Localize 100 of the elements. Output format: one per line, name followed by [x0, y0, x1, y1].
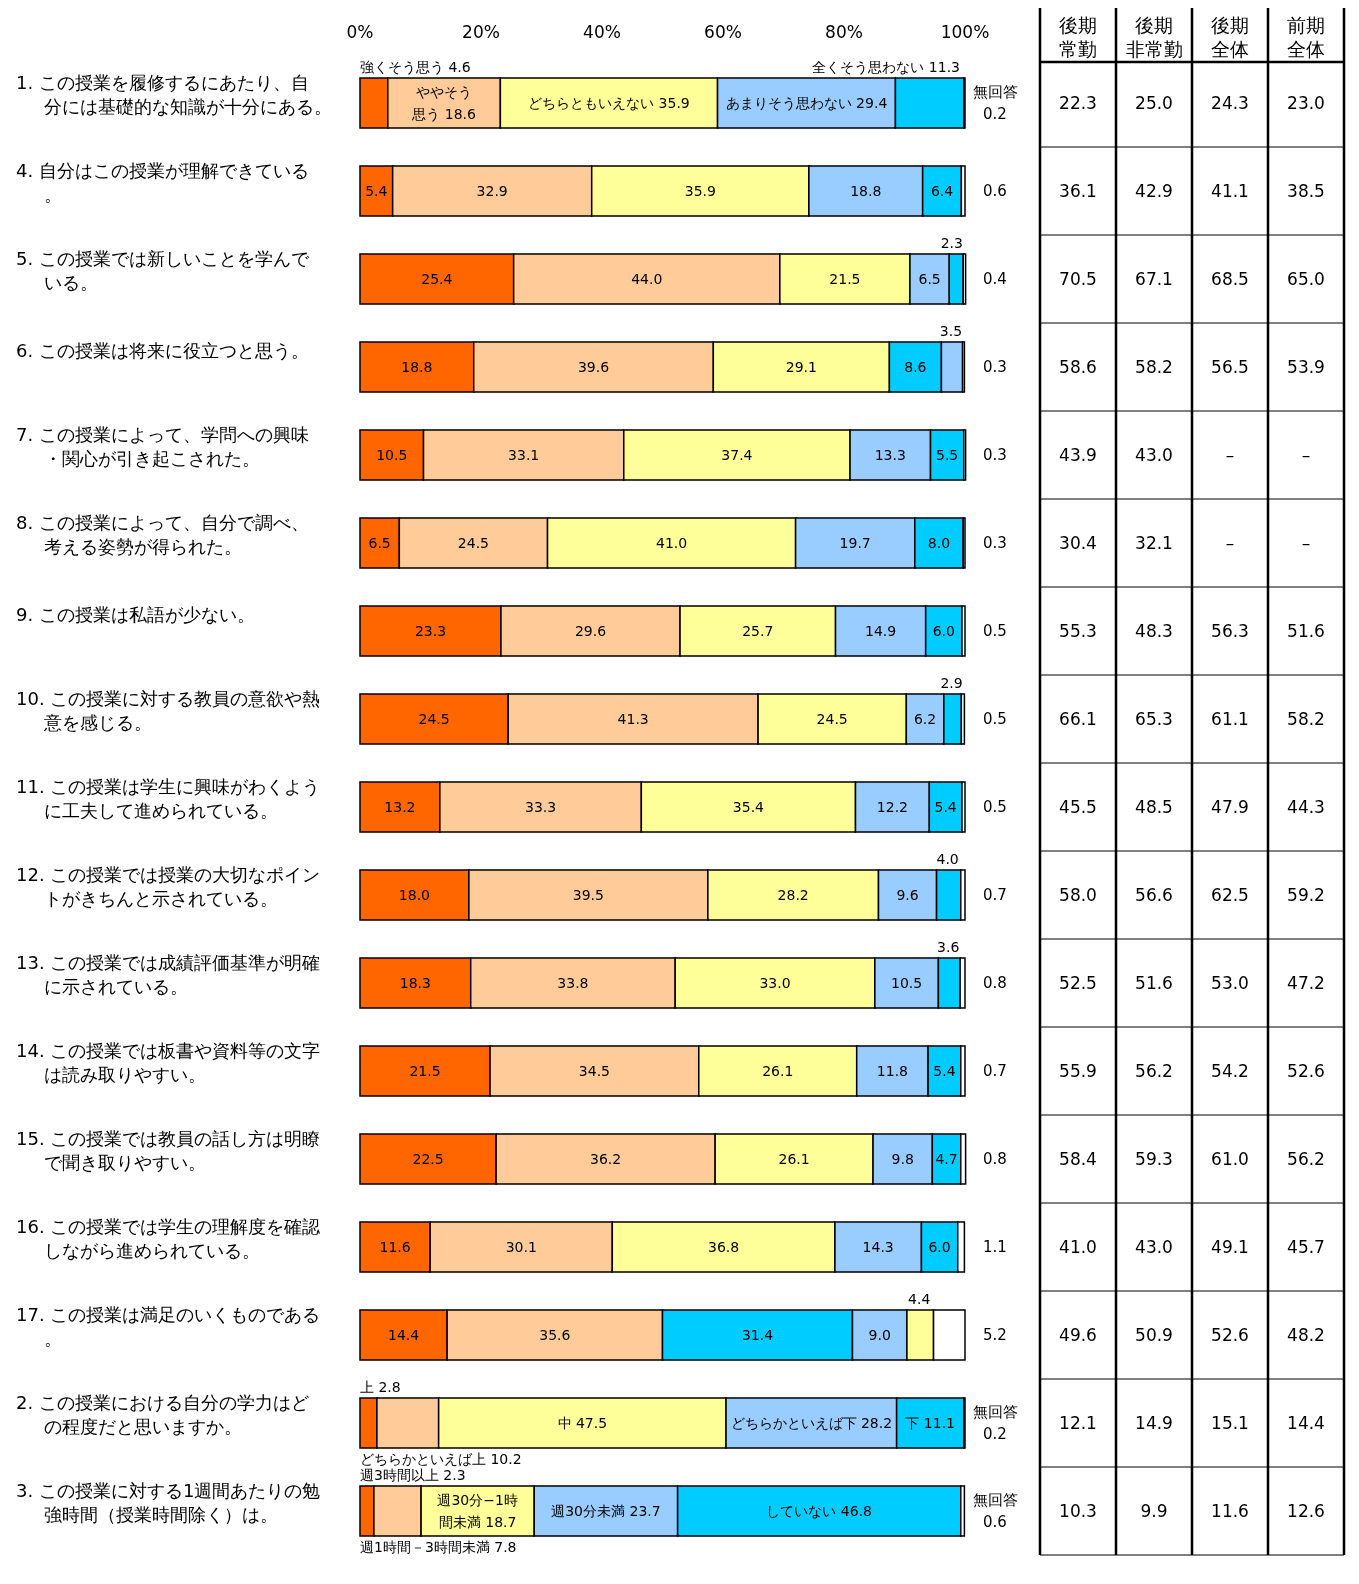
y-tick-label: 14. この授業では板書や資料等の文字は読み取りやすい。	[16, 1040, 321, 1085]
data-label: 0.3	[983, 446, 1007, 464]
text: 9.9	[1140, 1501, 1168, 1521]
data-label: 下 11.1	[905, 1415, 956, 1431]
data-label: 10.5	[376, 447, 408, 463]
text: 55.9	[1059, 1061, 1097, 1081]
data-label: 29.1	[785, 359, 817, 375]
data-label: 2.3	[940, 235, 963, 251]
data-label: 9.8	[891, 1151, 914, 1167]
data-label: 0.7	[983, 886, 1007, 904]
text: 49.1	[1211, 1237, 1249, 1257]
text: 56.2	[1135, 1061, 1173, 1081]
data-label: 9.6	[896, 887, 919, 903]
data-label: 週30分未満 23.7	[551, 1503, 661, 1519]
data-label: 11.6	[379, 1239, 411, 1255]
text: 45.7	[1287, 1237, 1325, 1257]
text: 53.0	[1211, 973, 1249, 993]
text: 54.2	[1211, 1061, 1249, 1081]
data-label: 24.5	[457, 535, 490, 551]
text: 68.5	[1211, 269, 1249, 289]
data-label: あまりそう思わない 29.4	[725, 95, 888, 111]
text: 44.3	[1287, 797, 1325, 817]
text: 56.3	[1211, 621, 1249, 641]
text: 24.3	[1211, 93, 1249, 113]
data-label: 3.5	[939, 323, 963, 339]
text: 45.5	[1059, 797, 1097, 817]
text: 47.2	[1287, 973, 1325, 993]
text: 58.4	[1059, 1149, 1097, 1169]
data-label: 0.3	[983, 358, 1007, 376]
data-label: 19.7	[839, 535, 871, 551]
y-tick-label: 4. 自分はこの授業が理解できている。	[16, 160, 309, 205]
text: 36.1	[1059, 181, 1097, 201]
data-label: 18.0	[398, 887, 431, 903]
data-label: 30.1	[505, 1239, 537, 1255]
data-label: 34.5	[578, 1063, 611, 1079]
data-label: 5.4	[933, 1063, 956, 1079]
y-tick-label: 10. この授業に対する教員の意欲や熱意を感じる。	[16, 688, 321, 733]
y-tick-label: 11. この授業は学生に興味がわくように工夫して進められている。	[16, 776, 321, 821]
category-label: 前期全体	[1287, 14, 1325, 60]
data-label: 41.0	[655, 535, 688, 551]
data-label: 14.4	[387, 1327, 420, 1343]
data-label: 36.8	[708, 1239, 740, 1255]
text: 41.0	[1059, 1237, 1097, 1257]
y-tick-label: 7. この授業によって、学問への興味・関心が引き起こされた。	[16, 424, 309, 469]
text: 56.5	[1211, 357, 1249, 377]
text: 51.6	[1287, 621, 1325, 641]
data-label: 24.5	[418, 711, 450, 727]
text: 59.3	[1135, 1149, 1173, 1169]
data-label: 13.3	[874, 447, 906, 463]
data-label: 12.2	[876, 799, 908, 815]
x-tick-label: 20%	[462, 22, 500, 42]
category-label: 後期常勤	[1059, 14, 1097, 60]
text: –	[1301, 445, 1311, 465]
data-label: 21.5	[829, 271, 861, 287]
data-label: 0.4	[983, 270, 1007, 288]
data-label: 37.4	[721, 447, 753, 463]
data-label: 10.5	[891, 975, 923, 991]
data-label: 0.8	[983, 974, 1007, 992]
text: 23.0	[1287, 93, 1325, 113]
data-label: 全くそう思わない 11.3	[812, 59, 961, 75]
text: 58.2	[1287, 709, 1325, 729]
text: 61.1	[1211, 709, 1249, 729]
text: 52.6	[1211, 1325, 1249, 1345]
data-label: 無回答 0.2	[972, 1403, 1018, 1443]
x-tick-label: 80%	[825, 22, 863, 42]
text: 62.5	[1211, 885, 1249, 905]
data-label: 無回答 0.6	[972, 1491, 1018, 1531]
text: 48.2	[1287, 1325, 1325, 1345]
data-label: 0.5	[983, 710, 1007, 728]
x-tick-label: 0%	[346, 22, 374, 42]
data-label: 32.9	[476, 183, 508, 199]
data-label: 4.7	[935, 1151, 958, 1167]
data-label: どちらかといえば下 28.2	[730, 1415, 893, 1431]
data-label: 5.4	[934, 799, 957, 815]
text: 48.3	[1135, 621, 1173, 641]
text: 58.6	[1059, 357, 1097, 377]
text: 51.6	[1135, 973, 1173, 993]
text: 12.6	[1287, 1501, 1325, 1521]
text: 30.4	[1059, 533, 1097, 553]
y-tick-label: 8. この授業によって、自分で調べ、考える姿勢が得られた。	[16, 512, 309, 557]
data-label: 26.1	[778, 1151, 810, 1167]
text: 70.5	[1059, 269, 1097, 289]
category-label: 後期全体	[1211, 14, 1249, 60]
y-tick-label: 3. この授業に対する1週間あたりの勉強時間（授業時間除く）は。	[16, 1480, 321, 1525]
text: 56.2	[1287, 1149, 1325, 1169]
y-tick-label: 16. この授業では学生の理解度を確認しながら進められている。	[16, 1216, 321, 1261]
text: 47.9	[1211, 797, 1249, 817]
text: 65.0	[1287, 269, 1325, 289]
text: 56.6	[1135, 885, 1173, 905]
data-label: 18.8	[401, 359, 433, 375]
x-tick-label: 100%	[940, 22, 990, 42]
text: 14.4	[1287, 1413, 1325, 1433]
data-label: 31.4	[741, 1327, 774, 1343]
y-tick-label: 2. この授業における自分の学力はどの程度だと思いますか。	[16, 1392, 309, 1437]
text: 32.1	[1135, 533, 1173, 553]
data-label: 強くそう思う 4.6	[360, 59, 471, 75]
data-label: 0.8	[983, 1150, 1007, 1168]
data-label: 週30分−1時間未満 18.7	[437, 1492, 518, 1530]
data-label: 22.5	[412, 1151, 444, 1167]
data-label: 週1時間－3時間未満 7.8	[360, 1539, 517, 1555]
